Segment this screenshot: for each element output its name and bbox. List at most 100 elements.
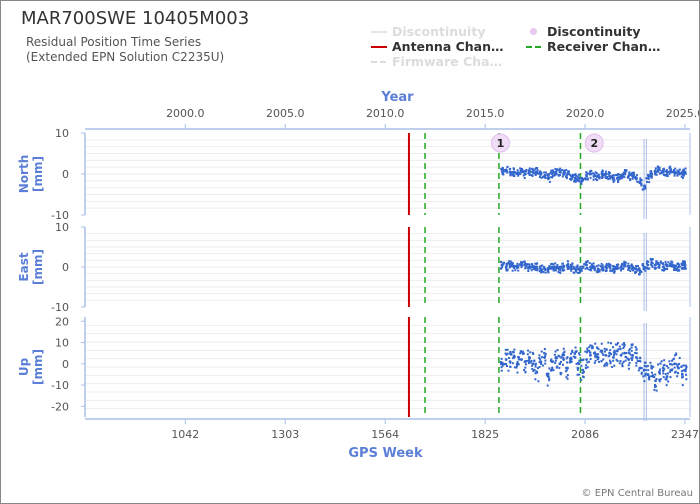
data-point [578, 353, 581, 356]
legend-discontinuity-line[interactable]: Discontinuity [371, 24, 485, 39]
data-point [671, 261, 674, 264]
data-point [552, 369, 555, 372]
data-point [590, 264, 593, 267]
data-point [640, 179, 643, 182]
data-point [513, 348, 516, 351]
data-point [510, 353, 513, 356]
data-point [505, 269, 508, 272]
data-point [543, 352, 546, 355]
data-point [525, 168, 528, 171]
data-point [678, 356, 681, 359]
data-point [615, 263, 618, 266]
data-point [680, 370, 683, 373]
data-point [575, 362, 578, 365]
data-point [596, 358, 599, 361]
data-point [623, 168, 626, 171]
data-point [516, 265, 520, 269]
data-point [517, 172, 520, 175]
data-point [607, 178, 610, 181]
data-point [650, 375, 653, 378]
data-point [619, 269, 622, 272]
data-point [512, 351, 515, 354]
data-point [527, 269, 530, 272]
data-point [671, 265, 674, 268]
data-point [519, 352, 522, 355]
data-point [665, 378, 668, 381]
data-point [531, 265, 535, 269]
data-point [628, 352, 631, 355]
data-point [674, 167, 677, 170]
data-point [605, 348, 608, 351]
data-point [645, 266, 648, 269]
data-point [501, 169, 504, 172]
data-point [596, 269, 599, 272]
data-point [602, 268, 605, 271]
data-point [516, 371, 519, 374]
data-point [663, 173, 666, 176]
data-point [580, 378, 583, 381]
data-point [544, 176, 547, 179]
data-point [528, 360, 531, 363]
data-point [520, 266, 523, 269]
data-point [519, 350, 522, 353]
data-point [555, 269, 558, 272]
data-point [566, 377, 569, 380]
data-point [600, 265, 604, 269]
data-point [660, 360, 663, 363]
y-axis-title: Up [17, 357, 31, 376]
data-point [504, 348, 507, 351]
data-point [566, 356, 569, 359]
data-point [511, 362, 514, 365]
data-point [535, 370, 539, 374]
data-point [664, 372, 667, 375]
data-point [622, 265, 625, 268]
data-point [603, 174, 606, 177]
legend-firmware-change[interactable]: Firmware Cha… [371, 54, 502, 69]
data-point [683, 260, 686, 263]
legend-receiver-change[interactable]: Receiver Chan… [526, 39, 660, 54]
data-point [584, 267, 587, 270]
data-point [552, 170, 555, 173]
data-point [571, 175, 574, 178]
data-point [566, 361, 569, 364]
data-point [556, 264, 559, 267]
data-point [585, 358, 589, 361]
top-axis-tick-label: 2020.0 [566, 107, 605, 120]
data-point [567, 265, 570, 268]
data-point [502, 262, 505, 265]
legend-antenna-change[interactable]: Antenna Chan… [371, 39, 504, 54]
data-point [589, 344, 592, 347]
y-axis-title: North [17, 155, 31, 193]
top-axis-tick-label: 2025.0 [666, 107, 699, 120]
data-point [508, 357, 511, 360]
data-point [608, 262, 611, 265]
data-point [543, 356, 546, 359]
data-point [651, 258, 654, 261]
data-point [589, 176, 592, 179]
data-point [524, 371, 527, 374]
data-point [655, 262, 658, 265]
data-point [528, 263, 531, 266]
data-point [682, 173, 685, 176]
data-point [640, 371, 643, 374]
data-point [537, 172, 540, 175]
legend-marker-swatch-icon [526, 26, 542, 38]
data-point [610, 342, 613, 345]
data-point [546, 174, 549, 177]
data-point [665, 365, 668, 368]
data-point [579, 270, 582, 273]
data-point [554, 361, 557, 364]
data-point [615, 353, 618, 356]
data-point [524, 170, 527, 173]
data-point [667, 261, 670, 264]
data-point [620, 264, 623, 267]
data-point [536, 267, 539, 270]
data-point [617, 267, 620, 270]
legend-discontinuity-marker[interactable]: Discontinuity [526, 24, 640, 39]
data-point [580, 359, 583, 362]
data-point [642, 375, 645, 378]
legend-dashed-line-icon [526, 41, 542, 53]
data-point [599, 350, 602, 353]
data-point [630, 349, 633, 352]
data-point [635, 352, 638, 355]
